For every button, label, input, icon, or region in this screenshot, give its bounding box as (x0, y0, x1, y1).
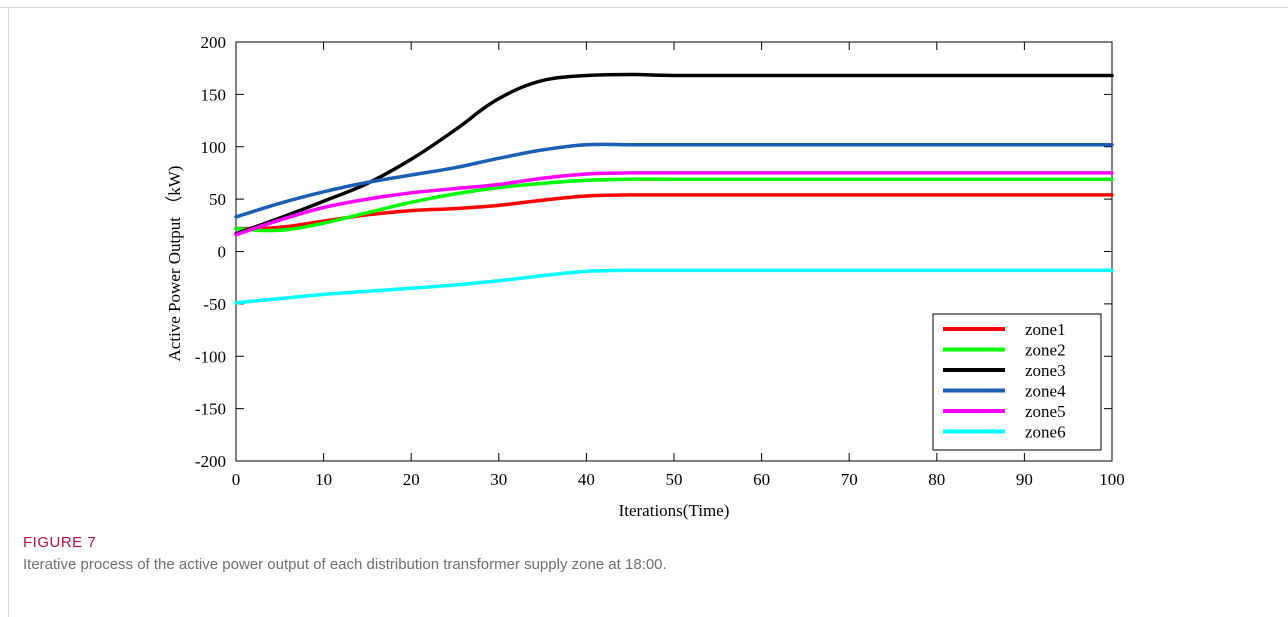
x-tick-label: 80 (928, 470, 945, 489)
y-tick-label: -50 (203, 295, 226, 314)
series-line-zone6 (234, 268, 1114, 305)
series-line-zone1 (234, 193, 1114, 231)
legend-box (932, 313, 1102, 451)
series-lines (234, 72, 1114, 305)
x-tick-label: 40 (578, 470, 595, 489)
x-tick-label: 70 (841, 470, 858, 489)
figure-caption: FIGURE 7 Iterative process of the active… (23, 534, 1263, 573)
line-chart: 0 10 20 30 40 50 60 70 80 90 100 200 150 100 50 0 -50 -10… (165, 33, 1125, 520)
x-tick-label: 30 (490, 470, 507, 489)
legend-label-zone1: zone1 (1025, 320, 1066, 339)
y-tick-label: 200 (201, 33, 227, 52)
y-tick-label: -100 (195, 347, 226, 366)
x-tick-label: 50 (666, 470, 683, 489)
series-line-zone2 (234, 177, 1114, 233)
series-line-zone5 (234, 171, 1114, 237)
x-axis-label: Iterations(Time) (619, 501, 730, 520)
legend-label-zone3: zone3 (1025, 361, 1066, 380)
x-tick-label: 10 (315, 470, 332, 489)
y-tick-label: 150 (201, 85, 227, 104)
y-tick-label: -200 (195, 452, 226, 471)
figure-caption-text: Iterative process of the active power ou… (23, 556, 667, 573)
figure-frame-left (8, 7, 9, 617)
y-tick-label: 50 (209, 190, 226, 209)
legend-label-zone4: zone4 (1025, 382, 1066, 401)
legend-label-zone2: zone2 (1025, 341, 1066, 360)
y-tick-label: 100 (201, 138, 227, 157)
axis-ticks: 0 10 20 30 40 50 60 70 80 90 100 200 150 100 50 0 -50 -10… (195, 33, 1125, 489)
x-tick-label: 20 (403, 470, 420, 489)
x-tick-label: 100 (1099, 470, 1125, 489)
legend-label-zone6: zone6 (1025, 423, 1066, 442)
x-tick-label: 0 (232, 470, 241, 489)
series-line-zone3 (234, 72, 1114, 236)
x-tick-label: 60 (753, 470, 770, 489)
series-line-zone4 (234, 142, 1114, 219)
legend-label-zone5: zone5 (1025, 402, 1066, 421)
x-tick-label: 90 (1016, 470, 1033, 489)
figure-label: FIGURE 7 (23, 534, 97, 551)
y-axis-label: Active Power Output （kW) (165, 166, 184, 362)
y-tick-label: 0 (218, 243, 227, 262)
y-tick-label: -150 (195, 400, 226, 419)
figure-frame-top (0, 7, 1288, 8)
